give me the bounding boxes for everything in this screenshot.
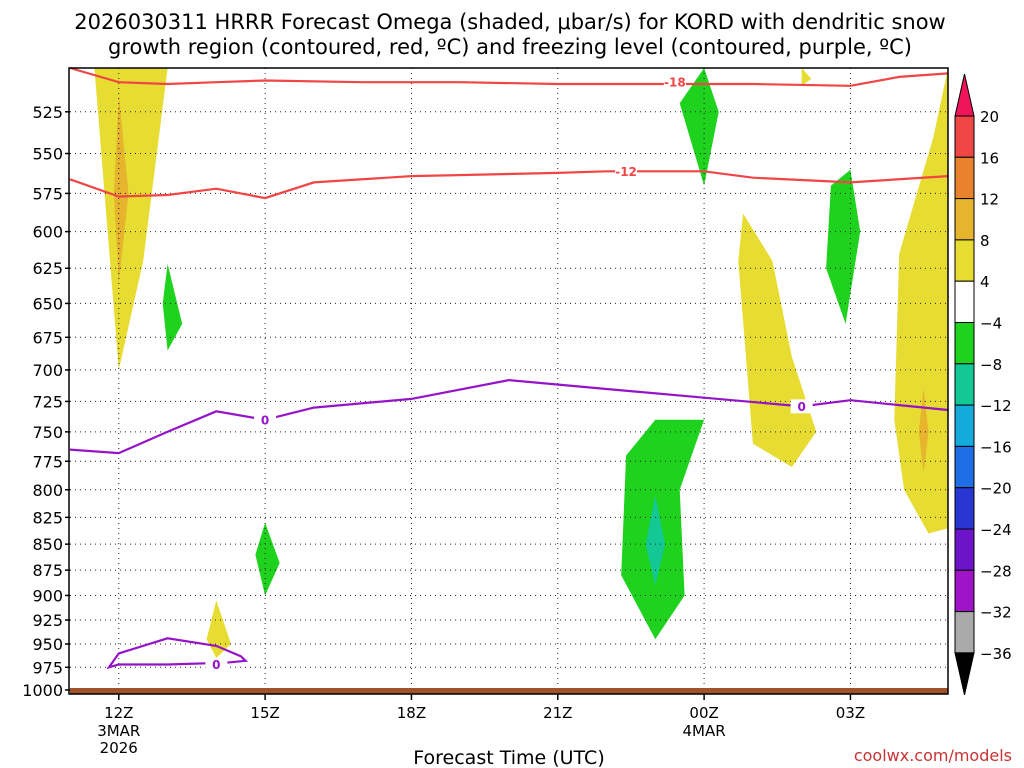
y-tick-label-550: 550 [32,145,63,164]
x-tick-label-18Z: 18Z [397,704,426,722]
omega-region-4 [206,600,231,658]
omega-region-5 [621,419,705,640]
y-tick-label-750: 750 [32,423,63,442]
title-line-2: growth region (contoured, red, ºC) and f… [108,35,912,59]
colorbar-arrow-bottom [954,652,975,696]
y-tick-label-525: 525 [32,103,63,122]
y-tick-label-575: 575 [32,184,63,203]
colorbar-label-12: −32 [980,604,1012,622]
omega-region-9 [826,169,861,324]
colorbar-label-6: −8 [980,356,1002,374]
contour-label-4: 0 [212,658,220,672]
omega-region-3 [255,522,280,596]
y-tick-label-925: 925 [32,611,63,630]
colorbar-swatch-1 [954,156,975,200]
y-tick-label-1000: 1000 [22,681,63,700]
colorbar-swatch-8 [954,445,975,489]
omega-region-10 [894,68,948,534]
colorbar-swatch-0 [954,115,975,158]
y-tick-label-600: 600 [32,223,63,242]
contour-label-bg-0 [663,75,686,90]
contour-label-3: 0 [797,400,805,414]
colorbar-label-4: 4 [980,273,990,291]
x-tick-label-15Z: 15Z [250,704,279,722]
x-axis-label: Forecast Time (UTC) [413,747,604,768]
colorbar-label-2: 12 [980,191,999,209]
x-tick-label-00Z: 00Z [689,704,718,722]
contour-label-0: -18 [664,76,686,90]
colorbar-swatch-3 [954,239,975,282]
colorbar-swatch-4 [954,280,975,324]
y-tick-label-725: 725 [32,392,63,411]
omega-region-12 [918,389,929,473]
y-tick-label-800: 800 [32,481,63,500]
contour-line-1 [69,170,949,200]
y-tick-label-825: 825 [32,508,63,527]
omega-region-6 [645,495,666,586]
colorbar-label-1: 16 [980,149,999,167]
x-tick-sublabel-12Z-1: 2026 [100,739,138,757]
contour-label-bg-4 [205,657,228,672]
colorbar-arrow-top [954,73,975,117]
colorbar-label-3: 8 [980,232,990,250]
x-tick-sublabel-00Z-0: 4MAR [683,722,726,740]
omega-region-7 [679,68,719,186]
contour-label-1: -12 [615,165,637,179]
omega-region-1 [113,94,129,283]
y-tick-label-675: 675 [32,328,63,347]
omega-region-0 [94,68,168,370]
title-line-1: 2026030311 HRRR Forecast Omega (shaded, … [74,10,945,34]
contour-label-bg-2 [254,412,277,427]
colorbar-swatch-5 [954,322,975,365]
colorbar-label-8: −16 [980,438,1012,456]
colorbar-label-11: −28 [980,562,1012,580]
omega-region-11 [801,68,812,86]
contour-label-bg-1 [615,164,638,179]
terrain-ground [70,688,948,694]
y-tick-label-775: 775 [32,452,63,471]
y-tick-label-700: 700 [32,361,63,380]
y-tick-label-850: 850 [32,535,63,554]
x-tick-label-12Z: 12Z [104,704,133,722]
y-axis: 525 550 575 600 625 650 675 700 725 750 775 800 825 8… [22,103,70,700]
contour-line-2 [69,378,949,455]
y-tick-label-950: 950 [32,635,63,654]
colorbar-label-5: −4 [980,315,1002,333]
plot-frame [68,67,949,695]
x-tick-label-03Z: 03Z [836,704,865,722]
x-tick-sublabel-12Z-0: 3MAR [97,722,140,740]
omega-region-8 [738,213,817,467]
credit-text: coolwx.com/models [854,746,1012,765]
omega-shading [94,68,948,658]
colorbar-swatch-12 [954,611,975,654]
contour-label-2: 0 [261,413,269,427]
x-tick-label-21Z: 21Z [543,704,572,722]
colorbar-swatch-11 [954,569,975,613]
contour-label-bg-3 [790,399,813,414]
contours: -18 -12 0 0 0 [69,66,949,672]
colorbar-label-7: −12 [980,397,1012,415]
y-tick-label-650: 650 [32,294,63,313]
colorbar-label-13: −36 [980,645,1012,663]
y-tick-label-975: 975 [32,658,63,677]
contour-line-3 [106,637,249,670]
colorbar-swatch-9 [954,487,975,530]
contour-line-0 [69,66,949,87]
colorbar-swatch-2 [954,198,975,241]
colorbar-swatch-10 [954,528,975,571]
y-tick-label-875: 875 [32,561,63,580]
y-tick-label-900: 900 [32,586,63,605]
colorbar: 20 16 12 8 4 −4 −8 −12 −16 −20 −24 −28 −32 −36 [954,73,1012,696]
colorbar-label-9: −20 [980,480,1012,498]
colorbar-label-0: 20 [980,108,999,126]
colorbar-label-10: −24 [980,521,1012,539]
colorbar-swatch-6 [954,363,975,406]
y-tick-label-625: 625 [32,259,63,278]
omega-region-2 [162,263,183,351]
colorbar-swatch-7 [954,404,975,447]
